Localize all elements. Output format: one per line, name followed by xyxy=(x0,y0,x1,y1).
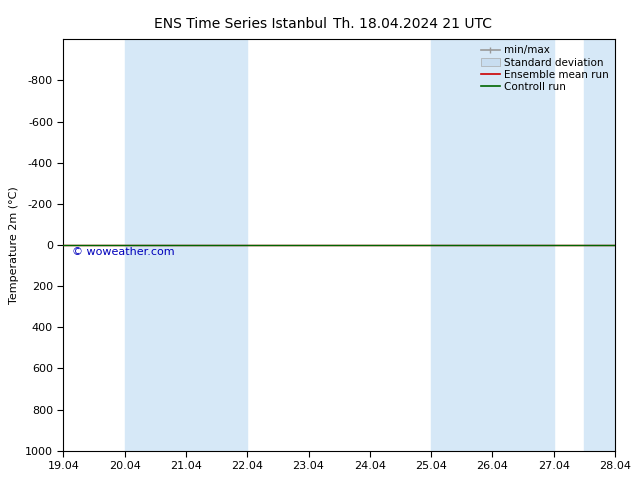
Y-axis label: Temperature 2m (°C): Temperature 2m (°C) xyxy=(10,186,20,304)
Legend: min/max, Standard deviation, Ensemble mean run, Controll run: min/max, Standard deviation, Ensemble me… xyxy=(477,41,613,96)
Text: ENS Time Series Istanbul: ENS Time Series Istanbul xyxy=(155,17,327,31)
Bar xyxy=(431,39,553,451)
Bar xyxy=(585,39,615,451)
Text: Th. 18.04.2024 21 UTC: Th. 18.04.2024 21 UTC xyxy=(333,17,491,31)
Bar xyxy=(125,39,247,451)
Text: © woweather.com: © woweather.com xyxy=(72,247,174,257)
